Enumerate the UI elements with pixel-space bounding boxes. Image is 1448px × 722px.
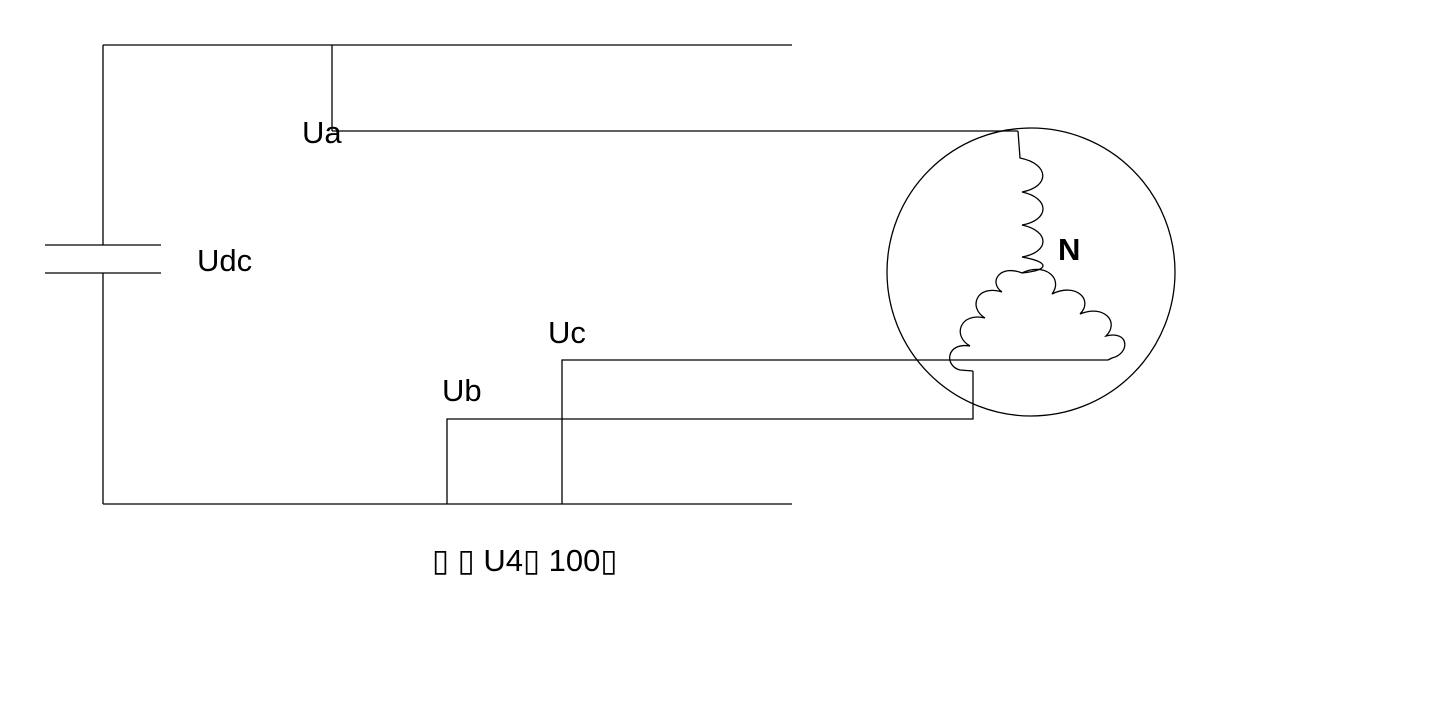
label-uc: Uc (548, 315, 586, 350)
phase-b-wire (446, 371, 974, 504)
label-ub: Ub (442, 373, 482, 408)
label-udc: Udc (197, 243, 253, 278)
label-ua: Ua (302, 115, 342, 150)
winding-a-coil (1017, 130, 1044, 274)
phase-c-wire (561, 359, 1108, 504)
label-n: N (1058, 232, 1081, 267)
motor-circle (886, 127, 1176, 417)
winding-c-coil (1021, 268, 1126, 361)
figure-caption: ▯ ▯ U4▯ 100▯ (432, 543, 618, 578)
winding-b-coil (949, 270, 1023, 372)
